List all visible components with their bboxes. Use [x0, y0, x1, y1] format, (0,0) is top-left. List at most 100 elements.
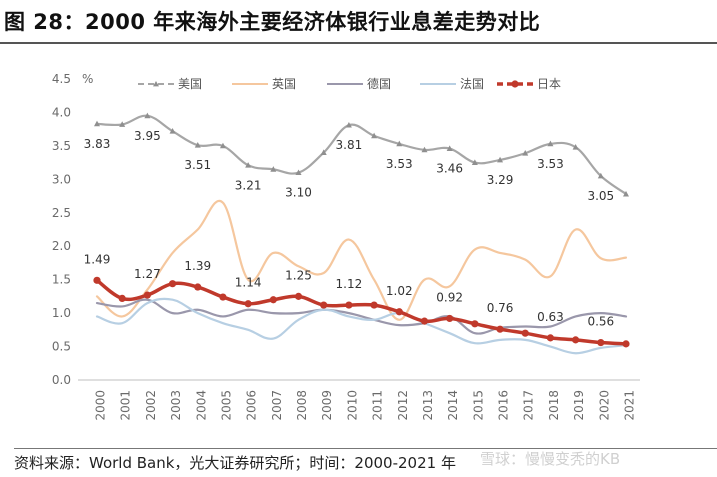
legend-label: 法国	[460, 77, 484, 91]
data-point	[623, 190, 629, 197]
data-label: 1.39	[184, 259, 211, 273]
data-label: 0.76	[487, 301, 514, 315]
data-point	[597, 172, 604, 179]
data-point	[270, 166, 277, 172]
x-tick-label: 2004	[194, 390, 208, 421]
series-layer	[93, 112, 630, 355]
legend-item: 德国	[327, 76, 391, 91]
data-label: 3.21	[235, 178, 262, 192]
y-tick-label: 4.0	[52, 105, 71, 119]
data-label: 1.12	[336, 277, 363, 291]
data-point	[194, 283, 202, 291]
data-point	[295, 169, 302, 176]
data-point	[396, 140, 403, 147]
legend-item: 美国	[138, 77, 202, 91]
data-label: 3.10	[285, 186, 312, 200]
x-tick-label: 2006	[245, 390, 259, 421]
data-label: 1.25	[285, 268, 312, 282]
data-point	[572, 336, 580, 344]
y-tick-label: 0.5	[52, 340, 71, 354]
data-point	[496, 325, 504, 333]
data-point	[144, 112, 151, 119]
y-axis-unit: %	[82, 72, 93, 86]
data-point	[370, 301, 378, 309]
y-tick-label: 2.0	[52, 239, 71, 253]
data-point	[118, 294, 126, 302]
x-tick-label: 2003	[169, 390, 183, 421]
data-point	[622, 340, 630, 348]
data-label: 3.53	[537, 157, 564, 171]
data-point	[143, 291, 151, 299]
data-label: 0.63	[537, 310, 564, 324]
data-label: 3.81	[336, 138, 363, 152]
series-line-0	[95, 114, 628, 196]
data-label: 3.29	[487, 173, 514, 187]
data-point	[169, 127, 176, 134]
series-line-2	[95, 298, 628, 335]
data-label: 3.51	[184, 158, 211, 172]
legend: 美国 英国 德国 法国 日本	[138, 76, 561, 91]
data-point	[597, 338, 605, 347]
data-label: 3.05	[587, 189, 614, 203]
legend-item: 英国	[232, 77, 296, 91]
data-label: 3.95	[134, 129, 161, 143]
data-point	[345, 301, 353, 309]
data-point	[371, 132, 378, 139]
x-tick-label: 2011	[371, 390, 385, 421]
x-tick-label: 2002	[144, 390, 158, 421]
data-point	[497, 156, 504, 163]
x-tick-label: 2005	[219, 390, 233, 421]
x-tick-label: 2008	[295, 390, 309, 421]
x-tick-label: 2001	[119, 390, 133, 421]
x-tick-label: 2013	[421, 390, 435, 421]
y-tick-label: 2.5	[52, 206, 71, 220]
data-label: 3.46	[436, 162, 463, 176]
data-point	[446, 145, 453, 151]
data-point	[94, 120, 100, 127]
x-tick-label: 2017	[522, 390, 536, 421]
series-line-1	[95, 199, 628, 321]
legend-label: 日本	[537, 77, 561, 91]
x-tick-label: 2014	[446, 390, 460, 421]
data-label: 3.83	[84, 137, 111, 151]
x-tick-label: 2012	[396, 390, 410, 421]
data-label: 0.56	[587, 315, 614, 329]
data-point	[471, 320, 479, 328]
data-point	[395, 308, 403, 316]
data-point	[421, 146, 428, 153]
legend-label: 英国	[272, 77, 296, 91]
data-point	[245, 162, 252, 168]
data-point	[244, 300, 252, 308]
x-tick-label: 2018	[547, 390, 561, 421]
x-tick-label: 2015	[471, 390, 485, 421]
series-line-3	[95, 297, 628, 355]
data-point	[546, 334, 555, 342]
watermark: 雪球：慢慢变秃的KB	[480, 450, 621, 468]
y-tick-label: 1.0	[52, 306, 71, 320]
legend-marker	[511, 80, 519, 88]
x-tick-label: 2021	[623, 390, 637, 421]
axis-layer: 0.0 0.5 1.0 1.5 2.0 2.5 3.0 3.5 4.0 4.5 % 2000 2001 2…	[52, 72, 640, 421]
data-point	[320, 301, 328, 309]
data-point	[93, 276, 101, 284]
legend-marker	[153, 81, 159, 87]
x-tick-label: 2019	[572, 390, 586, 421]
data-point	[521, 329, 529, 337]
series-line-4	[95, 278, 628, 346]
data-point	[547, 140, 554, 147]
data-point	[294, 292, 303, 300]
data-point	[194, 142, 201, 148]
data-point	[522, 150, 529, 156]
y-tick-label: 4.5	[52, 72, 71, 86]
page-title: 图 28：2000 年来海外主要经济体银行业息差走势对比	[4, 10, 541, 34]
data-label-layer: 3.83 3.95 3.51 3.21 3.10 3.81 3.53 3.46 3.29 3.53…	[84, 129, 615, 329]
y-tick-label: 0.0	[52, 373, 71, 387]
legend-item: 法国	[420, 77, 484, 91]
data-point	[269, 296, 277, 304]
data-label: 3.53	[386, 157, 413, 171]
y-tick-label: 1.5	[52, 273, 71, 287]
footer-divider	[14, 448, 717, 449]
x-tick-label: 2009	[320, 390, 334, 421]
data-point	[119, 121, 126, 127]
legend-label: 美国	[178, 77, 202, 91]
